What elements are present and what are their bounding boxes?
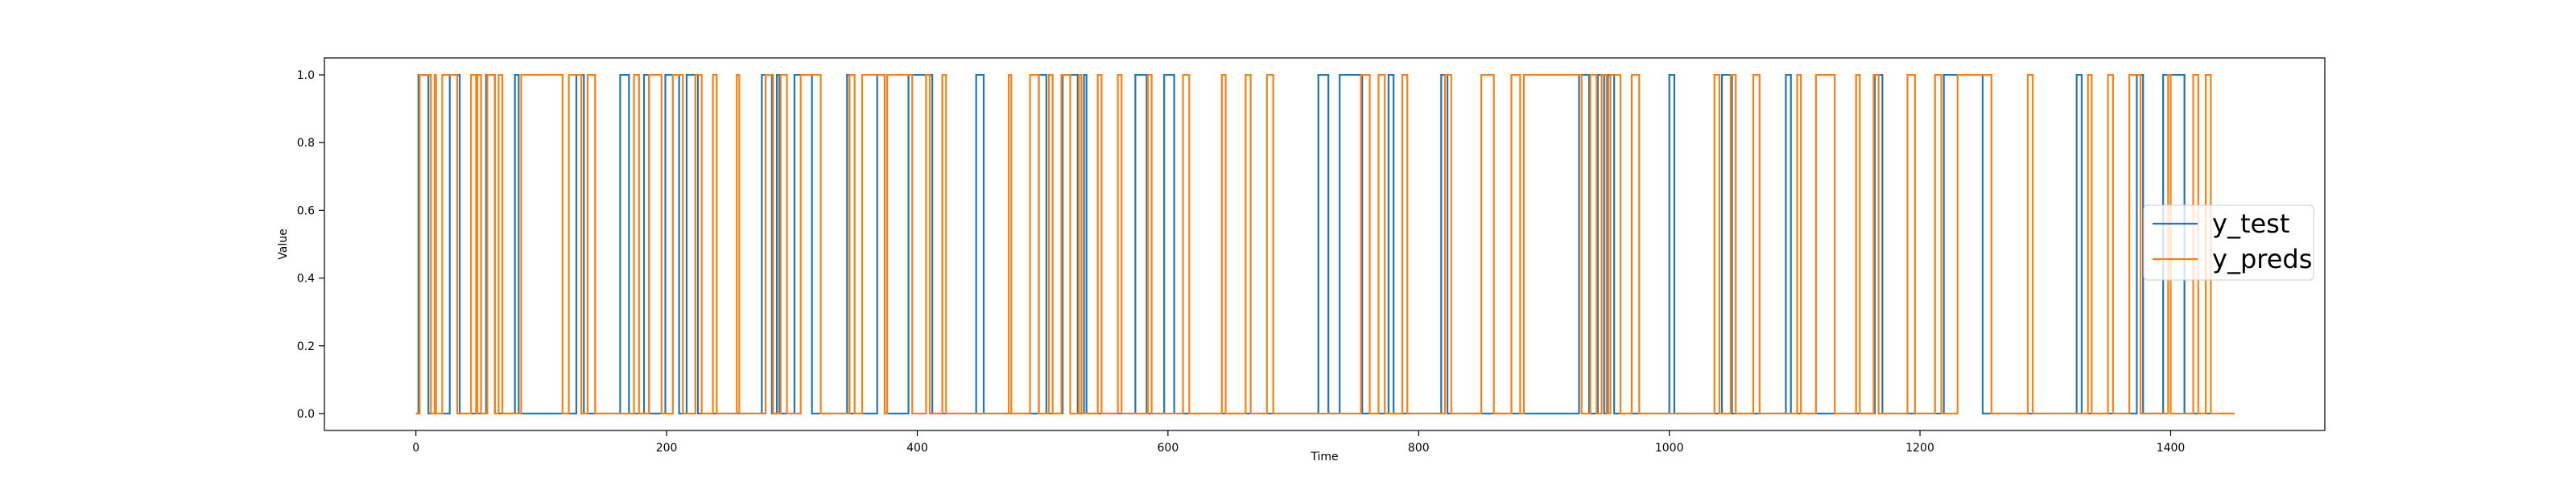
series-line-y-preds bbox=[415, 73, 2235, 415]
y-tick-label: 0.6 bbox=[297, 204, 315, 217]
legend-label-y-test: y_test bbox=[2212, 208, 2289, 239]
y-tick-label: 0.0 bbox=[297, 408, 315, 421]
plot-frame bbox=[324, 57, 2326, 431]
x-tick-label: 0 bbox=[412, 442, 419, 455]
series-layer bbox=[415, 73, 2235, 415]
x-tick-label: 1000 bbox=[1655, 442, 1684, 455]
series-line-y-test bbox=[415, 73, 2235, 415]
legend-label-y-preds: y_preds bbox=[2212, 244, 2312, 274]
x-tick-label: 1200 bbox=[1905, 442, 1934, 455]
x-tick-label: 800 bbox=[1408, 442, 1430, 455]
y-axis-label: Value bbox=[277, 229, 290, 259]
y-tick-label: 1.0 bbox=[297, 69, 315, 82]
x-tick-label: 600 bbox=[1158, 442, 1179, 455]
y-axis-ticks: 0.0 0.2 0.4 0.6 0.8 1.0 bbox=[297, 69, 324, 421]
x-axis-ticks: 0 200 400 600 800 1000 1200 1400 bbox=[412, 430, 2185, 455]
legend: y_test y_preds bbox=[2143, 204, 2314, 281]
x-tick-label: 200 bbox=[656, 442, 678, 455]
x-tick-label: 1400 bbox=[2157, 442, 2186, 455]
y-tick-label: 0.4 bbox=[297, 273, 315, 286]
x-axis-label: Time bbox=[1310, 451, 1338, 463]
x-tick-label: 400 bbox=[906, 442, 928, 455]
y-tick-label: 0.2 bbox=[297, 340, 315, 353]
y-tick-label: 0.8 bbox=[297, 137, 315, 150]
